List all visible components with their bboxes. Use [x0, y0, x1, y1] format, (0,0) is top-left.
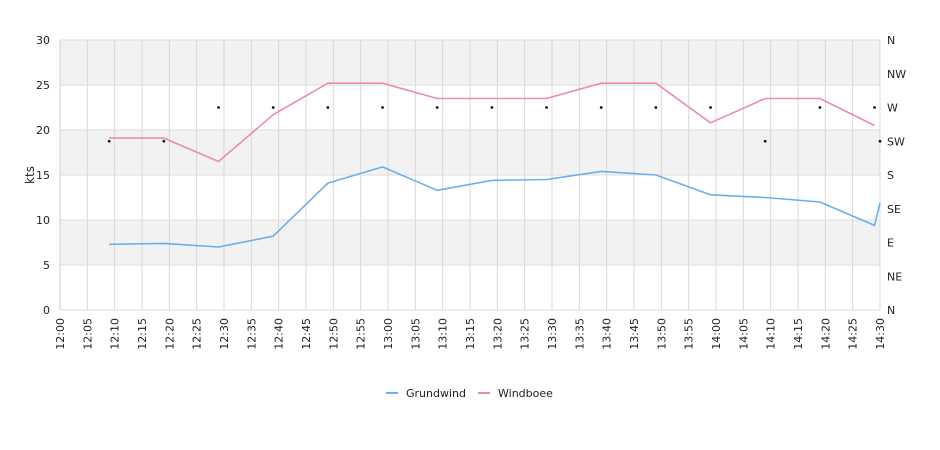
x-tick-label: 14:15: [792, 318, 805, 350]
series-line-windboee: [109, 82, 875, 163]
direction-marker: [326, 106, 330, 109]
y-tick-label: 20: [36, 124, 50, 137]
direction-tick-label: N: [887, 34, 895, 47]
x-tick-label: 13:20: [491, 318, 504, 350]
x-tick-label: 13:45: [628, 318, 641, 350]
series-lines: [109, 82, 881, 248]
direction-marker: [709, 106, 712, 109]
legend-label: Windboee: [498, 387, 553, 400]
direction-tick-label: NE: [887, 270, 902, 283]
legend: Grundwind Windboee: [386, 387, 553, 400]
x-tick-label: 13:15: [464, 318, 477, 350]
x-tick-label: 12:30: [218, 318, 231, 350]
y-tick-label: 10: [36, 214, 50, 227]
direction-marker: [490, 106, 494, 109]
y-tick-label: 25: [36, 79, 50, 92]
direction-marker: [435, 106, 439, 109]
legend-item-windboee: Windboee: [478, 387, 553, 400]
direction-tick-label: S: [887, 169, 894, 182]
x-tick-label: 14:10: [765, 318, 778, 350]
x-tick-label: 13:35: [573, 318, 586, 350]
x-tick-label: 12:15: [136, 318, 149, 350]
y-tick-label: 30: [36, 34, 50, 47]
horizontal-grid: [60, 39, 880, 311]
direction-tick-label: SE: [887, 203, 901, 216]
direction-marker: [878, 139, 882, 143]
direction-marker: [763, 139, 767, 143]
direction-tick-label: SW: [887, 135, 905, 148]
x-tick-label: 12:50: [327, 318, 340, 350]
x-tick-label: 12:05: [81, 318, 94, 350]
direction-marker: [599, 106, 603, 109]
direction-marker: [654, 106, 658, 109]
x-tick-label: 14:05: [737, 318, 750, 350]
direction-marker: [107, 139, 111, 143]
x-tick-label: 12:35: [245, 318, 258, 350]
x-tick-label: 13:55: [683, 318, 696, 350]
direction-marker: [873, 106, 876, 109]
x-tick-label: 13:40: [601, 318, 614, 350]
x-tick-label: 13:00: [382, 318, 395, 350]
x-tick-label: 12:55: [355, 318, 368, 350]
direction-tick-label: W: [887, 102, 898, 115]
x-tick-label: 14:00: [710, 318, 723, 350]
x-axis: 12:00 12:05 12:10 12:15 12:20 12:25 12:30 12:35…: [54, 318, 887, 350]
x-tick-label: 14:30: [874, 318, 887, 350]
x-tick-label: 12:00: [54, 318, 67, 350]
x-tick-label: 12:10: [109, 318, 122, 350]
direction-marker: [217, 106, 220, 109]
x-tick-label: 13:50: [655, 318, 668, 350]
x-tick-label: 12:20: [163, 318, 176, 350]
y-tick-label: 0: [43, 304, 50, 317]
x-tick-label: 12:25: [191, 318, 204, 350]
legend-item-grundwind: Grundwind: [386, 387, 466, 400]
series-line-grundwind: [109, 166, 881, 248]
y-axis-label: kts: [23, 166, 37, 184]
direction-tick-label: E: [887, 237, 894, 250]
y-axis-right-direction: N NE E SE S SW W NW N: [887, 34, 906, 317]
direction-markers: [107, 106, 882, 143]
direction-tick-label: N: [887, 304, 895, 317]
direction-marker: [162, 139, 166, 143]
direction-marker: [545, 106, 548, 109]
x-tick-label: 13:25: [519, 318, 532, 350]
x-tick-label: 12:45: [300, 318, 313, 350]
y-tick-label: 15: [36, 169, 50, 182]
x-tick-label: 12:40: [273, 318, 286, 350]
x-tick-label: 13:30: [546, 318, 559, 350]
direction-marker: [271, 106, 275, 109]
y-axis-left: 0 5 10 15 20 25 30: [36, 34, 50, 317]
x-tick-label: 13:05: [409, 318, 422, 350]
x-tick-label: 13:10: [437, 318, 450, 350]
legend-label: Grundwind: [406, 387, 466, 400]
y-tick-label: 5: [43, 259, 50, 272]
direction-marker: [818, 106, 822, 109]
direction-tick-label: NW: [887, 68, 906, 81]
direction-marker: [381, 106, 384, 109]
x-tick-label: 14:20: [819, 318, 832, 350]
x-tick-label: 14:25: [847, 318, 860, 350]
